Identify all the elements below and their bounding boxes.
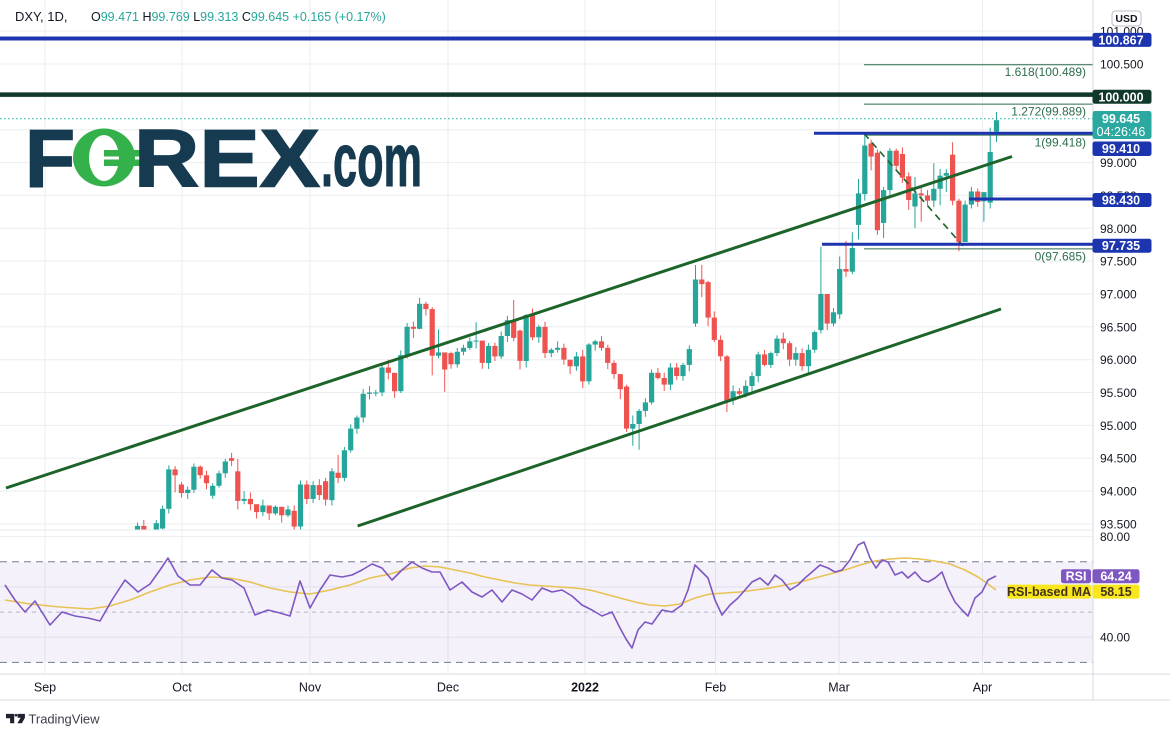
svg-text:96.500: 96.500 <box>1100 320 1137 334</box>
svg-text:1.618(100.489): 1.618(100.489) <box>1005 65 1086 79</box>
svg-text:F: F <box>25 114 75 205</box>
svg-text:04:26:46: 04:26:46 <box>1097 125 1146 139</box>
svg-text:99.410: 99.410 <box>1102 142 1140 156</box>
svg-text:40.00: 40.00 <box>1100 631 1130 645</box>
svg-text:94.000: 94.000 <box>1100 485 1137 499</box>
svg-text:Mar: Mar <box>828 681 850 695</box>
svg-text:93.500: 93.500 <box>1100 517 1137 531</box>
svg-text:O99.471 H99.769 L99.313 C99.64: O99.471 H99.769 L99.313 C99.645 +0.165 (… <box>91 10 386 24</box>
svg-text:99.645: 99.645 <box>1102 112 1140 126</box>
svg-text:.com: .com <box>321 118 422 202</box>
svg-text:80.00: 80.00 <box>1100 530 1130 544</box>
svg-text:97.500: 97.500 <box>1100 255 1137 269</box>
svg-text:100.867: 100.867 <box>1098 33 1143 47</box>
svg-text:REX: REX <box>134 114 320 205</box>
svg-text:98.000: 98.000 <box>1100 222 1137 236</box>
svg-text:95.000: 95.000 <box>1100 419 1137 433</box>
svg-text:1.272(99.889): 1.272(99.889) <box>1011 105 1086 119</box>
svg-text:94.500: 94.500 <box>1100 452 1137 466</box>
svg-text:RSI: RSI <box>1066 570 1087 584</box>
svg-text:99.000: 99.000 <box>1100 156 1137 170</box>
svg-text:1(99.418): 1(99.418) <box>1035 136 1086 150</box>
svg-text:100.000: 100.000 <box>1098 90 1143 104</box>
svg-text:USD: USD <box>1115 13 1138 25</box>
svg-text:97.000: 97.000 <box>1100 288 1137 302</box>
svg-text:Apr: Apr <box>973 681 992 695</box>
svg-text:97.735: 97.735 <box>1102 239 1140 253</box>
svg-text:2022: 2022 <box>571 681 599 695</box>
svg-text:96.000: 96.000 <box>1100 353 1137 367</box>
svg-text:Feb: Feb <box>705 681 727 695</box>
svg-text:RSI-based MA: RSI-based MA <box>1007 585 1091 599</box>
svg-text:0(97.685): 0(97.685) <box>1035 249 1086 263</box>
svg-text:58.15: 58.15 <box>1100 585 1131 599</box>
svg-text:Sep: Sep <box>34 681 56 695</box>
svg-text:Dec: Dec <box>437 681 459 695</box>
svg-text:95.500: 95.500 <box>1100 386 1137 400</box>
svg-text:DXY, 1D,: DXY, 1D, <box>15 9 68 24</box>
svg-text:100.500: 100.500 <box>1100 58 1144 72</box>
svg-text:98.430: 98.430 <box>1102 194 1140 208</box>
svg-text:Nov: Nov <box>299 681 322 695</box>
svg-text:64.24: 64.24 <box>1100 570 1131 584</box>
svg-text:TradingView: TradingView <box>29 711 101 726</box>
svg-text:Oct: Oct <box>172 681 192 695</box>
